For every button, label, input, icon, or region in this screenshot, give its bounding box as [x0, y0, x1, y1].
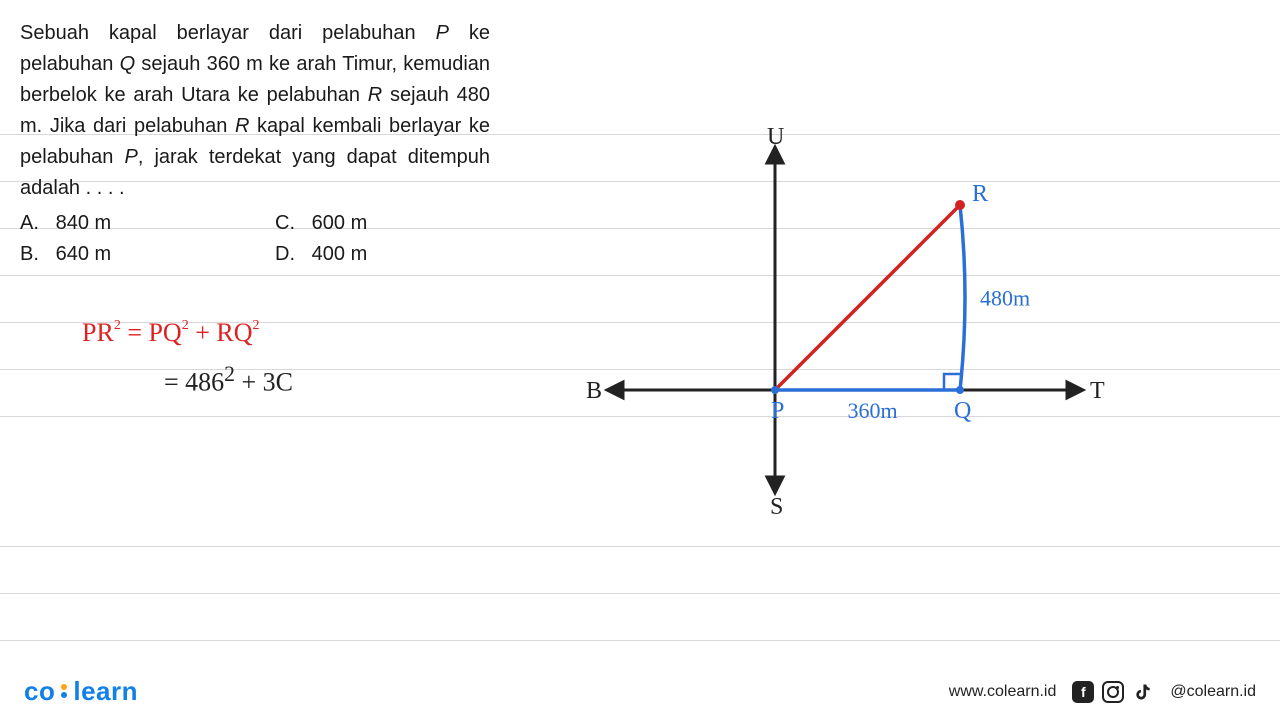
svg-text:B: B — [586, 378, 602, 404]
footer: colearn www.colearn.id f @colearn.id — [0, 664, 1280, 720]
option-a: A. 840 m — [20, 208, 235, 239]
tiktok-icon — [1132, 681, 1154, 703]
option-c: C. 600 m — [275, 208, 490, 239]
question-block: Sebuah kapal berlayar dari pelabuhan P k… — [20, 18, 490, 270]
facebook-icon: f — [1072, 681, 1094, 703]
svg-text:S: S — [770, 494, 783, 520]
svg-text:R: R — [972, 181, 988, 207]
svg-text:480m: 480m — [980, 286, 1030, 311]
svg-text:360m: 360m — [848, 398, 898, 423]
svg-text:Q: Q — [954, 398, 971, 424]
pythagoras-substitution: = 4862 + 3C — [164, 362, 293, 398]
svg-text:T: T — [1090, 378, 1105, 404]
svg-text:U: U — [767, 124, 784, 150]
instagram-icon — [1102, 681, 1124, 703]
brand-dot-icon — [57, 677, 71, 708]
social-icons: f — [1072, 681, 1154, 703]
brand-right: learn — [73, 676, 138, 706]
option-d: D. 400 m — [275, 239, 490, 270]
diagram: U S B T P Q R 360m 480m — [560, 120, 1260, 520]
option-b: B. 640 m — [20, 239, 235, 270]
brand-logo: colearn — [24, 676, 138, 709]
options-grid: A. 840 m C. 600 m B. 640 m D. 400 m — [20, 208, 490, 270]
svg-text:P: P — [771, 398, 784, 424]
brand-left: co — [24, 676, 55, 706]
social-handle: @colearn.id — [1170, 683, 1256, 701]
question-text: Sebuah kapal berlayar dari pelabuhan P k… — [20, 18, 490, 204]
footer-url: www.colearn.id — [949, 683, 1057, 701]
pythagoras-formula: PR2 = PQ2 + RQ2 — [82, 318, 260, 348]
